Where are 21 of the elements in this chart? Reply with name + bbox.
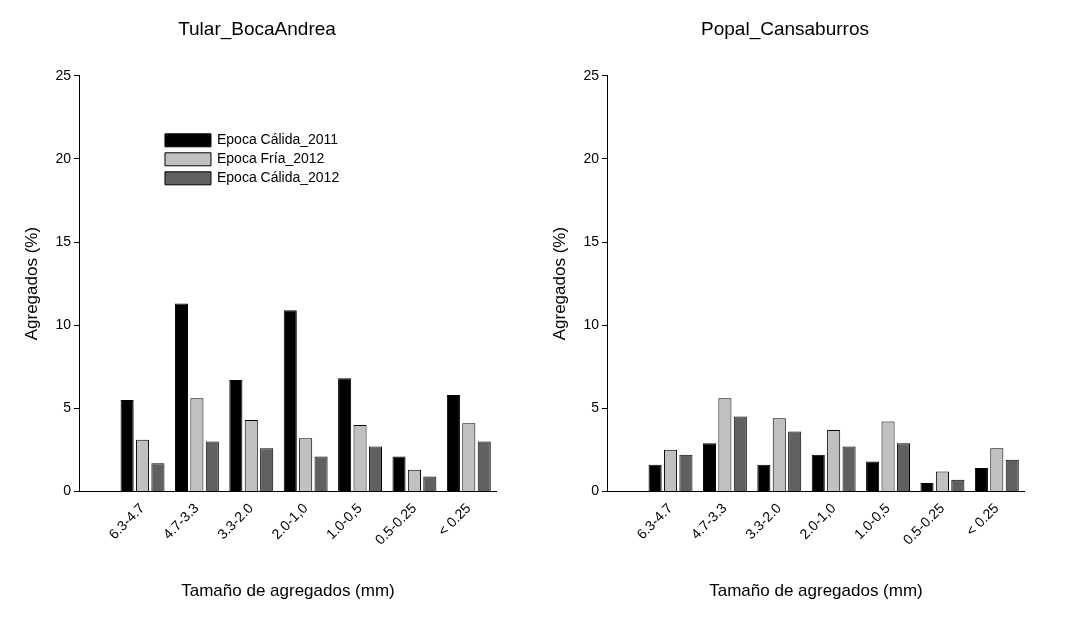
x-axis-title: Tamaño de agregados (mm) bbox=[709, 581, 923, 601]
y-tick-label: 0 bbox=[63, 482, 72, 499]
chart-title: Tular_BocaAndrea bbox=[178, 17, 337, 40]
y-tick-label: 20 bbox=[55, 149, 72, 166]
y-tick-label: 5 bbox=[63, 399, 72, 416]
y-tick-label: 10 bbox=[583, 316, 600, 333]
y-tick-label: 15 bbox=[55, 232, 72, 249]
y-axis-title: Agregados (%) bbox=[549, 226, 569, 341]
y-tick-label: 25 bbox=[55, 66, 72, 83]
y-tick-label: 20 bbox=[583, 149, 600, 166]
x-axis-title: Tamaño de agregados (mm) bbox=[181, 581, 395, 601]
chart-title: Popal_Cansaburros bbox=[701, 17, 869, 40]
y-tick-label: 10 bbox=[55, 316, 72, 333]
legend-label: Epoca Cálida_2011 bbox=[216, 131, 339, 148]
y-tick-label: 0 bbox=[591, 482, 600, 499]
y-tick-label: 5 bbox=[591, 399, 600, 416]
y-tick-label: 25 bbox=[583, 66, 600, 83]
legend-label: Epoca Fría_2012 bbox=[216, 150, 325, 167]
y-axis-title: Agregados (%) bbox=[21, 226, 41, 341]
legend-label: Epoca Cálida_2012 bbox=[216, 169, 340, 186]
y-tick-label: 15 bbox=[583, 232, 600, 249]
